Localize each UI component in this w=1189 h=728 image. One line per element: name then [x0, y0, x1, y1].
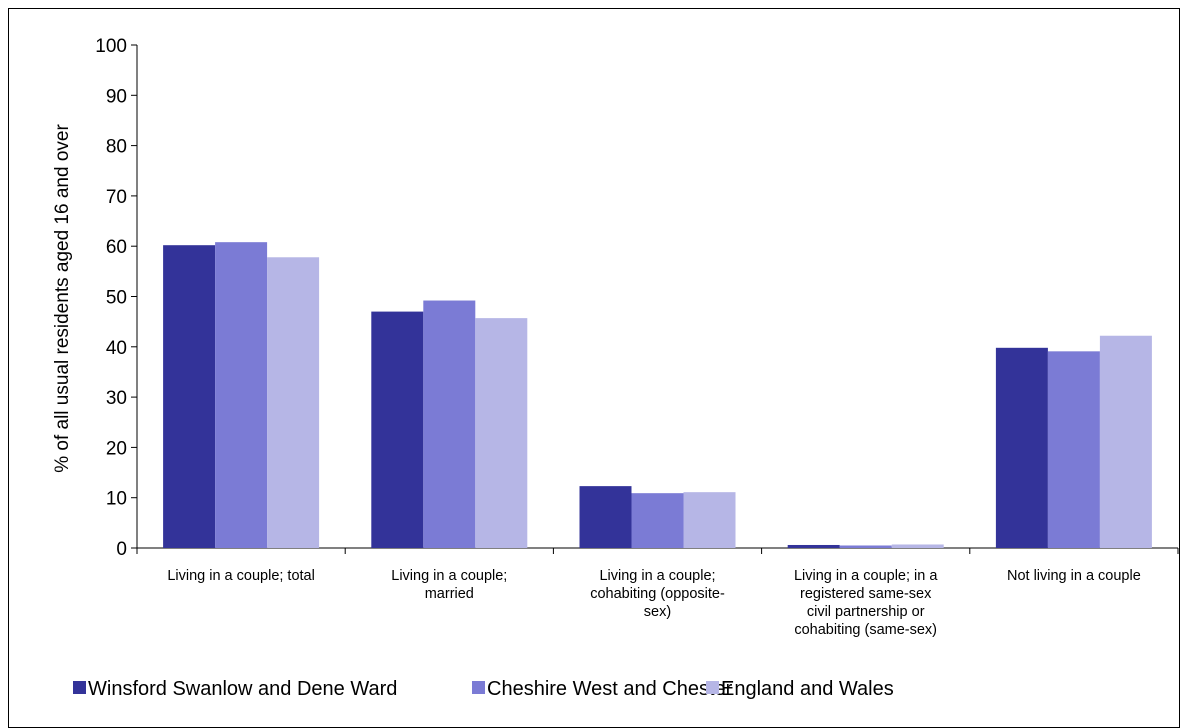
category-label: Living in a couple; [599, 568, 715, 584]
bar [995, 347, 1048, 548]
bar [267, 257, 320, 548]
y-tick-label: 10 [106, 489, 127, 510]
y-tick-label: 40 [106, 338, 127, 359]
y-tick-label: 0 [116, 539, 127, 560]
legend-swatch [706, 681, 719, 694]
category-label: Living in a couple; in a [794, 568, 938, 584]
legend-swatch [73, 681, 86, 694]
category-label: cohabiting (same-sex) [794, 622, 937, 638]
category-labels: Living in a couple; total Living in a cou… [167, 568, 1140, 638]
y-tick-label: 70 [106, 187, 127, 208]
legend-label: Winsford Swanlow and Dene Ward [88, 678, 397, 700]
y-tick-label: 80 [106, 137, 127, 158]
bar [371, 311, 424, 548]
category-label: Living in a couple; total [167, 568, 315, 584]
y-tick-label: 100 [95, 36, 127, 57]
category-label: Living in a couple; [391, 568, 507, 584]
y-tick-label: 30 [106, 388, 127, 409]
y-tick-label: 20 [106, 438, 127, 459]
y-tick-label: 60 [106, 237, 127, 258]
bar [1047, 351, 1100, 548]
bar [839, 545, 892, 548]
legend-label: England and Wales [721, 678, 894, 700]
bar [787, 544, 840, 548]
bar [475, 318, 528, 548]
bars [163, 242, 1152, 548]
category-label: sex) [644, 604, 671, 620]
category-label: civil partnership or [807, 604, 925, 620]
category-label: registered same-sex [800, 586, 932, 602]
legend-swatch [472, 681, 485, 694]
y-axis-label: % of all usual residents aged 16 and ove… [52, 124, 73, 473]
bar [163, 245, 216, 548]
y-tick-label: 50 [106, 288, 127, 309]
y-tick-label: 90 [106, 86, 127, 107]
category-label: Not living in a couple [1007, 568, 1141, 584]
bar [631, 493, 684, 548]
bar [579, 486, 632, 548]
legend: Winsford Swanlow and Dene Ward Cheshire W… [73, 678, 894, 700]
bar [1099, 335, 1152, 548]
bar [215, 242, 268, 548]
category-label: married [425, 586, 474, 602]
bar [683, 492, 736, 548]
bar-chart: 0 10 20 30 40 50 60 70 80 90 100 Living in a coupl… [52, 36, 1179, 700]
category-label: cohabiting (opposite- [590, 586, 725, 602]
bar [891, 544, 944, 548]
bar [423, 300, 476, 548]
legend-label: Cheshire West and Chester [487, 678, 733, 700]
y-tick-labels: 0 10 20 30 40 50 60 70 80 90 100 [95, 36, 127, 560]
